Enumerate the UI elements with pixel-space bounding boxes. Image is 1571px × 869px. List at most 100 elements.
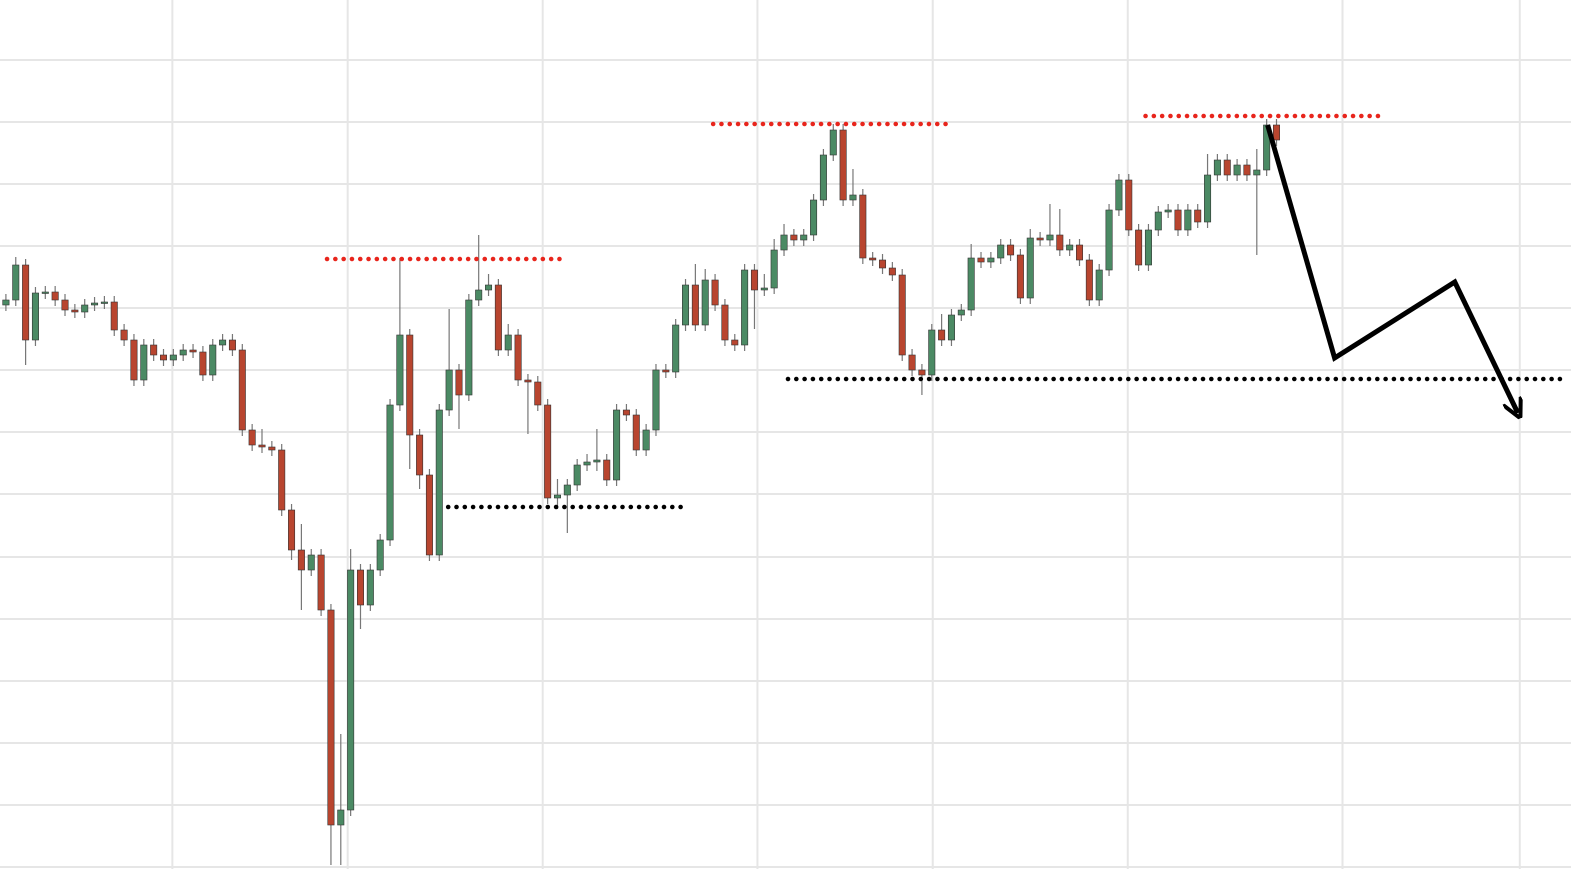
candle bbox=[228, 334, 236, 356]
candle-body bbox=[691, 284, 699, 326]
candle-body bbox=[1194, 209, 1202, 223]
candle-body bbox=[918, 369, 926, 376]
candle-body bbox=[839, 129, 847, 201]
candle bbox=[1154, 206, 1162, 236]
candle-body bbox=[553, 494, 561, 499]
candle-body bbox=[534, 381, 542, 406]
candle bbox=[1233, 159, 1241, 181]
candle bbox=[613, 404, 621, 486]
candle-body bbox=[1056, 234, 1064, 251]
candle-body bbox=[849, 194, 857, 201]
candle-body bbox=[396, 334, 404, 406]
candle-body bbox=[731, 339, 739, 346]
candle-body bbox=[1046, 234, 1054, 241]
candle bbox=[1174, 204, 1182, 236]
candle bbox=[760, 274, 768, 296]
candle bbox=[61, 294, 69, 316]
candle-body bbox=[504, 334, 512, 351]
candle bbox=[337, 734, 345, 865]
candle-body bbox=[268, 446, 276, 451]
candle bbox=[1076, 239, 1084, 266]
candle bbox=[1144, 224, 1152, 271]
candle-body bbox=[593, 459, 601, 463]
candle-body bbox=[337, 809, 345, 826]
candle bbox=[790, 229, 798, 246]
candle bbox=[179, 344, 187, 361]
candle-body bbox=[1174, 209, 1182, 231]
candle-body bbox=[869, 257, 877, 261]
arrow-path bbox=[1265, 124, 1518, 413]
candle-body bbox=[573, 464, 581, 486]
candle-body bbox=[494, 284, 502, 351]
candle-body bbox=[800, 234, 808, 241]
candle bbox=[120, 324, 128, 346]
candle-body bbox=[997, 244, 1005, 259]
candle-body bbox=[711, 279, 719, 306]
candle-body bbox=[425, 474, 433, 556]
candle-body bbox=[61, 299, 69, 311]
candle bbox=[327, 604, 335, 865]
candle-body bbox=[1125, 179, 1133, 231]
candle bbox=[160, 349, 168, 366]
candle-body bbox=[100, 301, 108, 304]
candle-body bbox=[297, 549, 305, 571]
candle-body bbox=[386, 404, 394, 541]
candle-body bbox=[563, 484, 571, 496]
candle bbox=[908, 349, 916, 376]
candle-body bbox=[622, 409, 630, 416]
candle bbox=[416, 429, 424, 489]
candle bbox=[593, 429, 601, 471]
candle bbox=[810, 194, 818, 241]
candle-body bbox=[120, 329, 128, 341]
candle bbox=[356, 564, 364, 629]
candle-body bbox=[1164, 209, 1172, 213]
candle-body bbox=[406, 334, 414, 436]
candle-body bbox=[662, 369, 670, 373]
candle-body bbox=[288, 509, 296, 551]
candle bbox=[1164, 204, 1172, 218]
candle bbox=[780, 224, 788, 256]
candle bbox=[169, 349, 177, 366]
candle-body bbox=[750, 269, 758, 291]
candle bbox=[366, 564, 374, 611]
candle-body bbox=[1095, 269, 1103, 301]
candle bbox=[288, 504, 296, 560]
candle-body bbox=[1076, 244, 1084, 261]
candle-body bbox=[1135, 229, 1143, 266]
candle bbox=[12, 257, 20, 306]
candle-body bbox=[31, 292, 39, 341]
candle-body bbox=[317, 554, 325, 611]
candle bbox=[622, 404, 630, 421]
candle-body bbox=[169, 354, 177, 361]
candle-body bbox=[652, 369, 660, 431]
candle bbox=[938, 314, 946, 346]
candle bbox=[1066, 239, 1074, 256]
candle-body bbox=[1085, 259, 1093, 301]
candle-body bbox=[760, 287, 768, 291]
candle-body bbox=[859, 194, 867, 259]
candle-body bbox=[189, 349, 197, 353]
candle bbox=[1194, 204, 1202, 228]
candle bbox=[475, 235, 483, 306]
candle bbox=[91, 297, 99, 311]
candle bbox=[672, 319, 680, 378]
candle bbox=[1056, 209, 1064, 256]
candle bbox=[642, 424, 650, 456]
candle bbox=[1026, 229, 1034, 304]
candle bbox=[278, 444, 286, 516]
candle-body bbox=[1253, 169, 1261, 176]
candle bbox=[307, 549, 315, 576]
candle-body bbox=[12, 264, 20, 301]
candle-body bbox=[1016, 254, 1024, 299]
candle bbox=[1095, 264, 1103, 306]
candle bbox=[1253, 149, 1261, 255]
candle bbox=[1213, 154, 1221, 181]
candle-body bbox=[219, 339, 227, 346]
candle bbox=[347, 549, 355, 816]
candle bbox=[22, 259, 30, 365]
candle bbox=[130, 334, 138, 386]
candle-body bbox=[1223, 159, 1231, 176]
candle bbox=[376, 534, 384, 576]
